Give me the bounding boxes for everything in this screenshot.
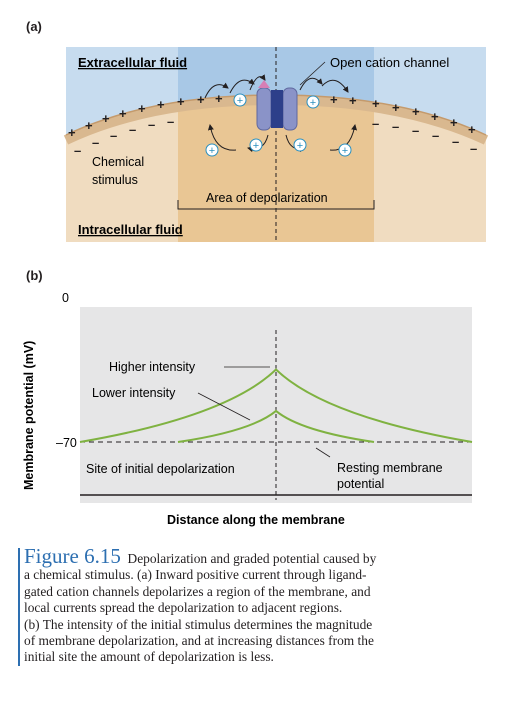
svg-text:+: + xyxy=(253,140,259,152)
svg-text:+: + xyxy=(215,91,223,106)
higher-intensity-label: Higher intensity xyxy=(109,360,196,374)
svg-text:+: + xyxy=(372,96,380,111)
svg-text:–: – xyxy=(148,117,155,132)
curve-lower-intensity xyxy=(177,409,375,443)
chemical-stimulus-label-1: Chemical xyxy=(92,155,144,169)
svg-text:–: – xyxy=(167,114,174,129)
svg-text:–: – xyxy=(129,122,136,137)
y-axis-label: Membrane potential (mV) xyxy=(22,341,36,490)
svg-text:+: + xyxy=(310,97,316,109)
minus-charges: – – – – – – – – – – – – xyxy=(74,114,477,158)
resting-label-2: potential xyxy=(337,477,384,491)
caption-body: a chemical stimulus. (a) Inward positive… xyxy=(24,567,504,665)
svg-text:–: – xyxy=(452,134,459,149)
caption-line: (b) The intensity of the initial stimulu… xyxy=(24,616,373,632)
figure-caption: Figure 6.15 Depolarization and graded po… xyxy=(18,546,504,666)
cation-icons: + + + + + + xyxy=(205,93,352,157)
svg-text:+: + xyxy=(119,106,127,121)
plus-charges: + + + + + + + + + + + + + + + + + xyxy=(68,91,476,140)
curves-group xyxy=(79,368,473,443)
svg-text:+: + xyxy=(349,93,357,108)
svg-text:–: – xyxy=(74,143,81,158)
svg-text:+: + xyxy=(468,122,476,137)
area-bracket xyxy=(177,200,375,210)
chemical-stimulus-ligand xyxy=(258,80,270,88)
intracellular-fluid-label: Intracellular fluid xyxy=(78,222,183,237)
svg-text:–: – xyxy=(92,135,99,150)
extracellular-fluid-label: Extracellular fluid xyxy=(78,55,187,70)
caption-line: initial site the amount of depolarizatio… xyxy=(24,649,274,665)
lower-leader-line xyxy=(197,392,251,421)
caption-title-text: Depolarization and graded potential caus… xyxy=(127,551,377,566)
svg-text:–: – xyxy=(392,119,399,134)
svg-text:+: + xyxy=(197,92,205,107)
panel-a-label: (a) xyxy=(26,19,42,34)
cation-channel xyxy=(256,80,298,131)
chemical-stimulus-label-2: stimulus xyxy=(92,173,138,187)
svg-text:+: + xyxy=(177,94,185,109)
panel-b-chart: Membrane potential (mV) 0 –70 Higher int… xyxy=(22,291,473,527)
lower-intensity-label: Lower intensity xyxy=(92,386,176,400)
svg-text:+: + xyxy=(342,145,348,157)
caption-line: of membrane depolarization, and at incre… xyxy=(24,633,374,649)
svg-text:+: + xyxy=(209,145,215,157)
svg-text:+: + xyxy=(102,111,110,126)
extracellular-current-arrows xyxy=(204,74,349,99)
curve-higher-intensity xyxy=(79,368,473,443)
svg-text:+: + xyxy=(412,104,420,119)
panel-a-diagram: + + + + + + + + + + + + + + + + + + + + … xyxy=(63,47,489,242)
channel-label-line xyxy=(299,61,326,86)
site-label: Site of initial depolarization xyxy=(86,462,235,476)
resting-leader-line xyxy=(315,447,331,458)
caption-line: local currents spread the depolarization… xyxy=(24,600,343,616)
svg-text:+: + xyxy=(85,118,93,133)
svg-text:–: – xyxy=(110,128,117,143)
svg-text:+: + xyxy=(431,109,439,124)
svg-text:+: + xyxy=(68,125,76,140)
caption-line: a chemical stimulus. (a) Inward positive… xyxy=(24,567,367,583)
svg-text:–: – xyxy=(470,141,477,156)
svg-text:+: + xyxy=(237,95,243,107)
open-cation-channel-label: Open cation channel xyxy=(330,55,449,70)
tick-zero: 0 xyxy=(62,291,69,305)
panel-b-label: (b) xyxy=(26,268,43,283)
svg-text:–: – xyxy=(372,116,379,131)
svg-text:+: + xyxy=(330,92,338,107)
svg-text:–: – xyxy=(432,128,439,143)
figure-title: Figure 6.15 xyxy=(24,544,121,568)
resting-label-1: Resting membrane xyxy=(337,461,443,475)
svg-text:+: + xyxy=(157,97,165,112)
svg-text:+: + xyxy=(297,140,303,152)
svg-text:+: + xyxy=(138,101,146,116)
caption-line: gated cation channels depolarizes a regi… xyxy=(24,583,371,599)
svg-text:+: + xyxy=(392,100,400,115)
x-axis-label: Distance along the membrane xyxy=(167,513,345,527)
svg-text:+: + xyxy=(450,115,458,130)
tick-minus70: –70 xyxy=(56,436,77,450)
area-of-depolarization-label: Area of depolarization xyxy=(206,191,328,205)
svg-text:–: – xyxy=(412,123,419,138)
